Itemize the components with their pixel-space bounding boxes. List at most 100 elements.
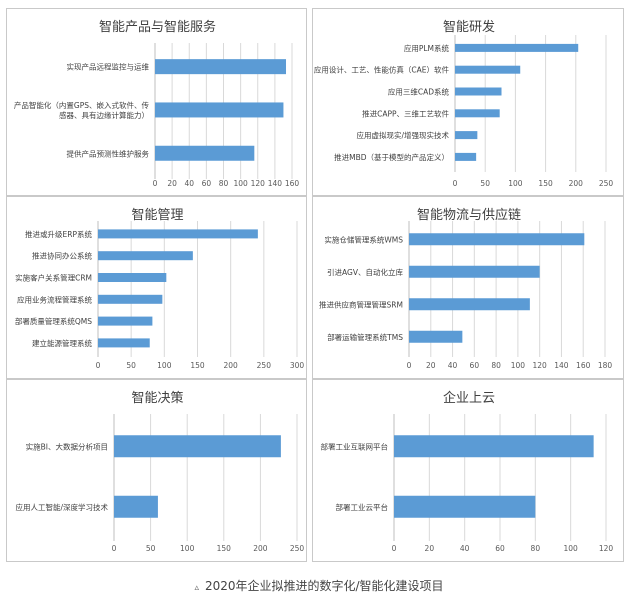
category-label: 实施仓储管理系统WMS <box>324 234 403 244</box>
x-tick-label: 40 <box>460 544 470 553</box>
x-tick-label: 0 <box>153 179 158 188</box>
category-label: 应用三维CAD系统 <box>388 87 450 97</box>
category-label: 应用虚拟现实/增强现实技术 <box>356 130 449 140</box>
bar <box>98 273 167 282</box>
x-tick-label: 150 <box>217 544 232 553</box>
x-tick-label: 200 <box>569 179 584 188</box>
x-tick-label: 160 <box>285 179 300 188</box>
chart-panel-smart-decision: 智能决策 0 50 100 150 200 250 实施BI、大数据分析项目 应用人工智能/深度… <box>6 379 307 562</box>
bar <box>98 338 150 348</box>
x-tick-label: 40 <box>448 361 458 370</box>
chart-title: 智能决策 <box>131 390 183 406</box>
bar <box>155 102 284 118</box>
bar <box>98 229 258 239</box>
x-tick-label: 180 <box>598 361 613 370</box>
x-tick-label: 20 <box>167 179 177 188</box>
x-tick-label: 150 <box>538 179 553 188</box>
category-label: 提供产品预测性维护服务 <box>67 148 150 158</box>
x-tick-label: 20 <box>426 361 436 370</box>
bar <box>98 251 193 261</box>
chart-smart-rd: 智能研发 0 50 100 150 200 250 应用PLM系统应用设计、工艺、性能仿真（C… <box>314 19 614 188</box>
x-tick-label: 50 <box>146 544 156 553</box>
category-label: 应用人工智能/深度学习技术 <box>15 502 108 512</box>
bar <box>455 109 500 118</box>
x-tick-label: 100 <box>564 544 579 553</box>
category-label: 实现产品远程监控与运维 <box>67 62 150 72</box>
chart-smart-products: 智能产品与智能服务 0 20 40 60 80 100 120 140 160 实现产品远程监控与运… <box>14 19 300 188</box>
category-label: 部署工业云平台 <box>336 502 389 512</box>
x-tick-label: 120 <box>251 179 266 188</box>
category-label: 实施客户关系管理CRM <box>15 273 92 283</box>
bar <box>455 65 521 74</box>
x-tick-label: 150 <box>190 361 205 370</box>
bar <box>114 495 158 518</box>
x-tick-label: 0 <box>407 361 412 370</box>
chart-title: 智能管理 <box>131 208 183 223</box>
x-tick-label: 160 <box>576 361 591 370</box>
bar <box>98 294 163 304</box>
bar <box>98 316 153 326</box>
x-tick-label: 140 <box>268 179 283 188</box>
bar <box>455 131 478 140</box>
chart-panel-smart-management: 智能管理 0 50 100 150 200 250 300 推进或升级ERP系统 推进协同办公系统… <box>6 196 307 379</box>
x-tick-label: 50 <box>480 179 490 188</box>
bar <box>455 87 502 96</box>
category-label: 部署运输管理系统TMS <box>327 332 403 342</box>
x-tick-label: 120 <box>533 361 548 370</box>
category-label: 推进协同办公系统 <box>32 251 92 261</box>
category-label: 推进CAPP、三维工艺软件 <box>362 108 449 118</box>
bar <box>394 435 594 458</box>
category-label: 应用业务流程管理系统 <box>17 294 92 304</box>
chart-title: 智能产品与智能服务 <box>99 19 216 35</box>
bar <box>409 265 540 278</box>
x-tick-label: 60 <box>495 544 505 553</box>
x-tick-label: 250 <box>257 361 272 370</box>
x-tick-label: 80 <box>491 361 501 370</box>
category-label: 产品智能化（内置GPS、嵌入式软件、传 <box>14 100 150 110</box>
chart-panel-smart-logistics: 智能物流与供应链 0 20 40 60 80 100 120 140 160 180 实施仓储管理系统… <box>312 196 624 379</box>
category-label: 部署工业互联网平台 <box>321 441 389 451</box>
chart-smart-logistics: 智能物流与供应链 0 20 40 60 80 100 120 140 160 180 实施仓储管理系统… <box>319 207 613 370</box>
x-tick-label: 40 <box>184 179 194 188</box>
x-tick-label: 80 <box>531 544 541 553</box>
category-label: 部署质量管理系统QMS <box>15 316 92 326</box>
chart-panel-smart-rd: 智能研发 0 50 100 150 200 250 应用PLM系统应用设计、工艺、性能仿真（C… <box>312 8 624 196</box>
x-tick-label: 100 <box>508 179 523 188</box>
bar <box>455 152 477 161</box>
category-label: 应用设计、工艺、性能仿真（CAE）软件 <box>314 65 450 75</box>
chart-title: 智能研发 <box>443 19 495 35</box>
category-label: 实施BI、大数据分析项目 <box>26 441 108 451</box>
chart-title: 企业上云 <box>443 390 495 406</box>
bar <box>409 298 530 311</box>
bar <box>114 435 281 458</box>
category-label: 引进AGV、自动化立库 <box>327 267 403 277</box>
bar <box>155 59 287 75</box>
bar <box>155 145 255 161</box>
category-label: 推进或升级ERP系统 <box>25 229 92 239</box>
x-tick-label: 100 <box>511 361 526 370</box>
x-tick-label: 0 <box>96 361 101 370</box>
x-tick-label: 200 <box>253 544 268 553</box>
bar <box>409 233 585 246</box>
category-label: 感器、具有边缘计算能力） <box>59 110 149 120</box>
x-tick-label: 120 <box>599 544 614 553</box>
chart-panel-cloud: 企业上云 0 20 40 60 80 100 120 部署工业互联网平台 部署工业云平台 <box>312 379 624 562</box>
x-tick-label: 20 <box>425 544 435 553</box>
category-label: 应用PLM系统 <box>404 43 450 53</box>
category-label: 推进MBD（基于模型的产品定义） <box>334 152 449 162</box>
x-tick-label: 250 <box>290 544 305 553</box>
bar <box>455 43 579 52</box>
category-label: 推进供应商管理管理SRM <box>319 299 403 309</box>
x-tick-label: 100 <box>157 361 172 370</box>
x-tick-label: 60 <box>470 361 480 370</box>
category-label: 建立能源管理系统 <box>32 338 92 348</box>
figure-caption: ▵ 2020年企业拟推进的数字化/智能化建设项目 <box>0 577 638 594</box>
x-tick-label: 100 <box>233 179 248 188</box>
chart-panel-smart-products: 智能产品与智能服务 0 20 40 60 80 100 120 140 160 实现产品远程监控与运… <box>6 8 307 196</box>
x-tick-label: 250 <box>599 179 614 188</box>
x-tick-label: 0 <box>453 179 458 188</box>
x-tick-label: 80 <box>219 179 229 188</box>
x-tick-label: 100 <box>180 544 195 553</box>
chart-smart-management: 智能管理 0 50 100 150 200 250 300 推进或升级ERP系统推进协同办公系统… <box>15 208 305 370</box>
x-tick-label: 140 <box>554 361 569 370</box>
